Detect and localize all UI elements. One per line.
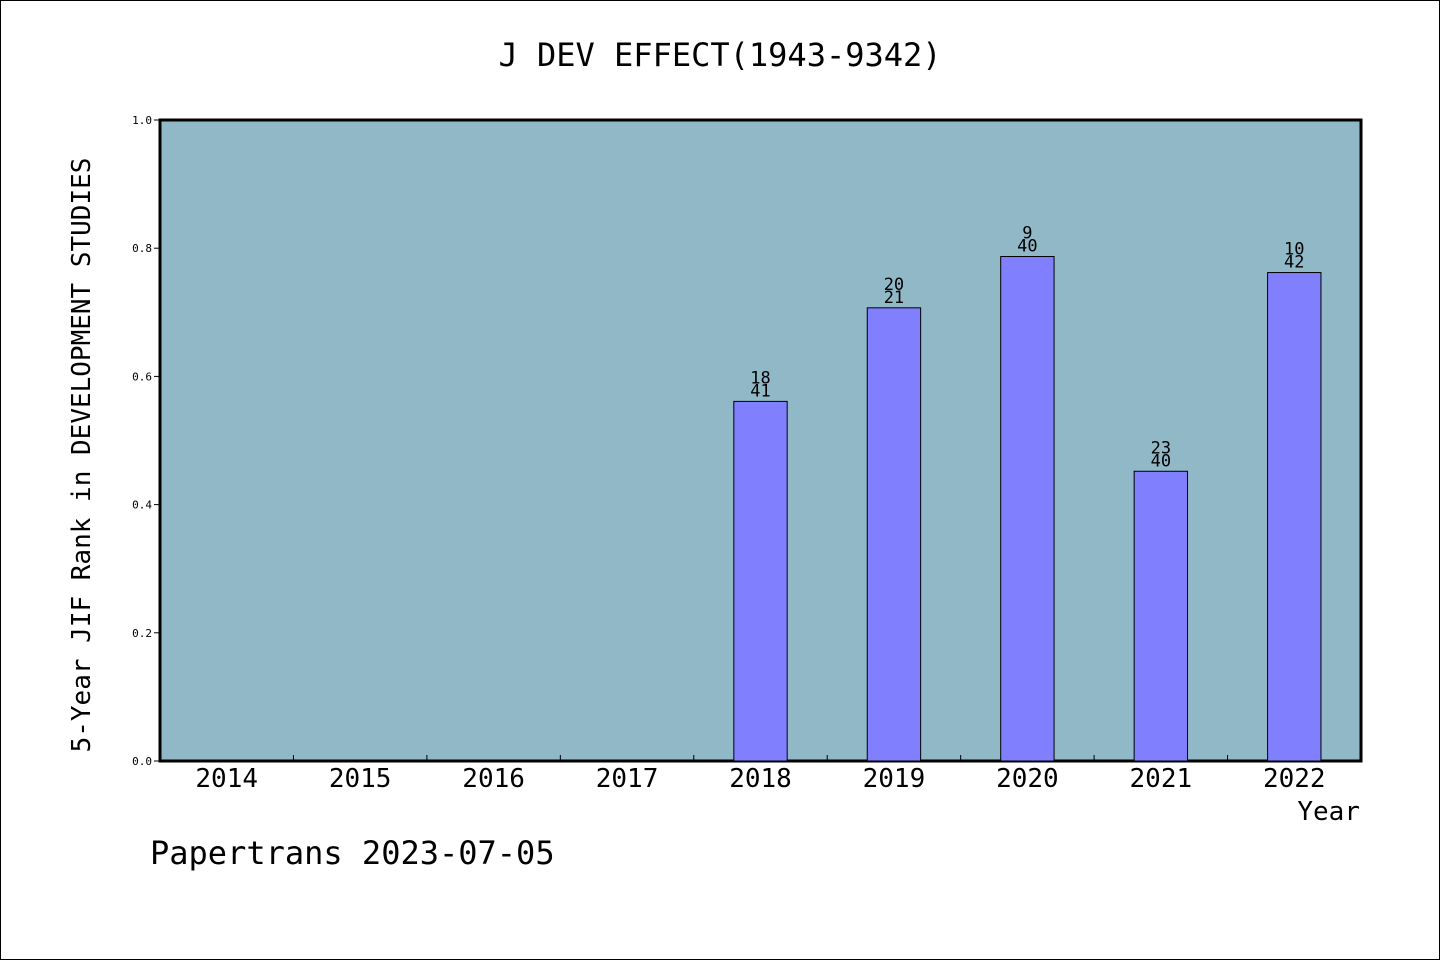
bars [733,256,1322,762]
y-axis-label: 5-Year JIF Rank in DEVELOPMENT STUDIES [67,158,97,753]
bar-rank-label: 10 [1284,240,1304,260]
bar-rank-label: 18 [750,368,770,388]
footer-text: Papertrans 2023-07-05 [150,834,555,872]
bar [1000,256,1055,762]
bar-total-label: 41 [750,381,770,401]
y-tick-label: 0.6 [132,370,152,383]
y-tick-label: 0.0 [132,755,152,768]
y-tick-label: 0.2 [132,627,152,640]
x-tick-label: 2021 [1130,764,1193,794]
x-axis: 2014 2015 2016 2017 2018 2019 2020 2021 2022 [195,755,1326,794]
x-tick-label: 2020 [996,764,1059,794]
y-axis: 0.0 0.2 0.4 0.6 0.8 1.0 [132,114,160,768]
x-tick-label: 2016 [462,764,525,794]
bar-rank-label: 23 [1151,438,1171,458]
bar [866,307,922,762]
x-tick-label: 2019 [863,764,926,794]
y-tick-label: 1.0 [132,114,152,127]
bar-rank-label: 20 [884,275,904,295]
bar-rank-label: 9 [1022,224,1032,244]
x-tick-label: 2015 [329,764,392,794]
bar [1133,470,1189,762]
x-axis-label: Year [1297,797,1360,827]
bar-total-label: 42 [1284,253,1304,273]
x-tick-label: 2014 [195,764,258,794]
chart-title: J DEV EFFECT(1943-9342) [498,36,941,74]
bar-total-label: 21 [884,288,904,308]
bar-total-label: 40 [1017,237,1037,257]
y-tick-label: 0.8 [132,242,152,255]
bar [733,400,788,762]
bar [1267,272,1322,762]
y-tick-label: 0.4 [132,499,152,512]
bar-total-label: 40 [1151,451,1171,471]
x-tick-label: 2018 [729,764,792,794]
x-tick-label: 2017 [596,764,659,794]
x-tick-label: 2022 [1263,764,1326,794]
